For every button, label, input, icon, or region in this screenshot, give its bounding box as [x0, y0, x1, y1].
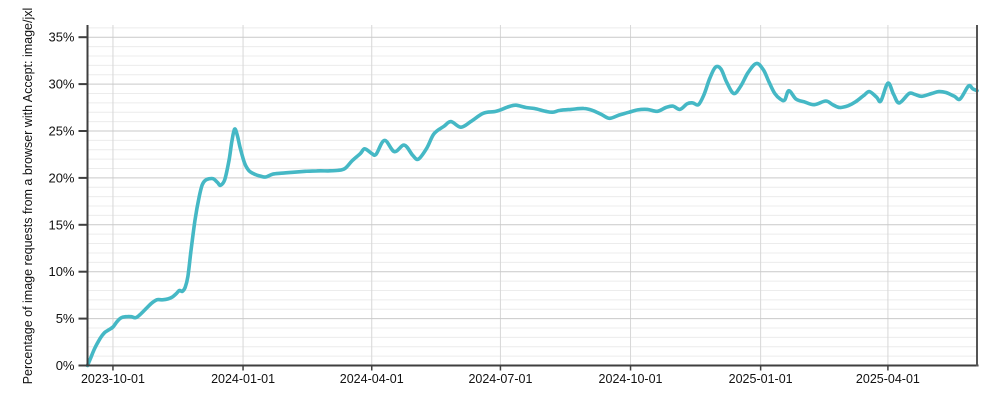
y-axis-title: Percentage of image requests from a brow…	[21, 8, 35, 385]
y-tick-label: 30%	[48, 77, 74, 92]
x-tick-label: 2024-07-01	[468, 372, 532, 386]
x-tick-label: 2024-01-01	[211, 372, 275, 386]
x-tick-label: 2024-04-01	[340, 372, 404, 386]
y-tick-label: 0%	[56, 358, 75, 373]
minor-gridlines	[87, 27, 977, 357]
axes	[78, 25, 979, 371]
y-tick-label: 20%	[48, 170, 74, 185]
x-tick-label: 2024-10-01	[599, 372, 663, 386]
x-tick-label: 2025-04-01	[856, 372, 920, 386]
vertical-gridlines	[112, 25, 889, 366]
series-line	[85, 61, 979, 368]
x-axis-tick-labels: 2023-10-01 2024-01-01 2024-04-01 2024-07-01…	[81, 372, 920, 386]
y-tick-label: 10%	[48, 264, 74, 279]
y-tick-label: 5%	[56, 311, 75, 326]
x-tick-label: 2025-01-01	[729, 372, 793, 386]
y-tick-label: 25%	[48, 123, 74, 138]
y-axis-tick-labels: 0% 5% 10% 15% 20% 25% 30% 35%	[48, 30, 74, 373]
y-tick-label: 35%	[48, 30, 74, 45]
x-tick-label: 2023-10-01	[81, 372, 145, 386]
major-gridlines	[87, 36, 977, 320]
y-tick-label: 15%	[48, 217, 74, 232]
